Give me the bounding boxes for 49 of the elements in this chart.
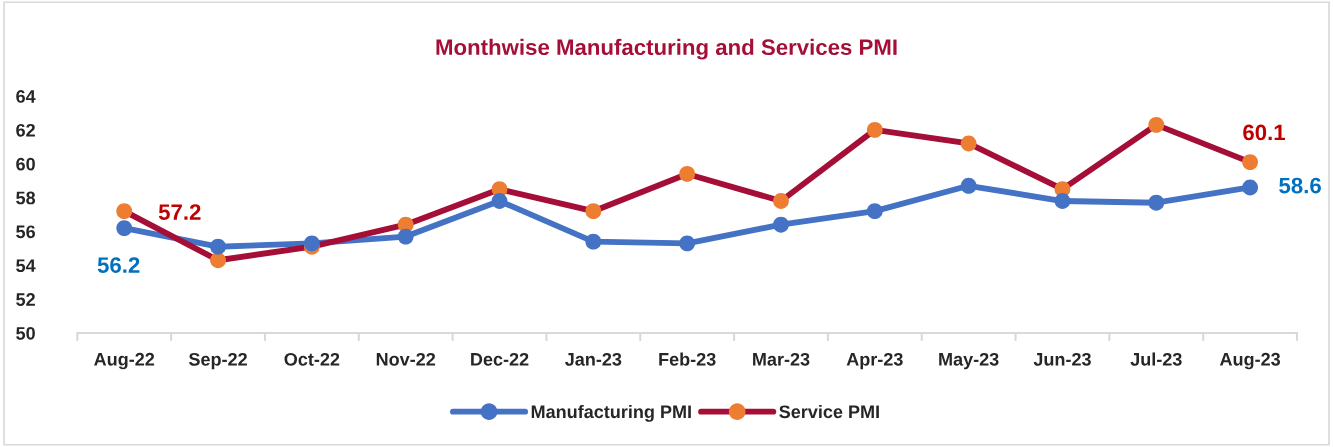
x-tick-label: Mar-23 [753, 352, 810, 366]
y-tick-label: 54 [16, 259, 36, 273]
point [1148, 194, 1165, 211]
point [866, 122, 883, 138]
x-tick-label: Sep-22 [188, 352, 247, 370]
point [960, 177, 977, 194]
x-tick-label: Nov-22 [376, 352, 436, 366]
x-tick-label: Feb-23 [659, 352, 716, 366]
x-tick-label: Jan-23 [565, 352, 622, 366]
x-tick-label: Oct-22 [284, 352, 340, 366]
point [116, 220, 133, 237]
y-tick-label: 58 [16, 191, 36, 205]
point [1148, 116, 1165, 133]
x-tick-label: Aug-23 [1219, 352, 1281, 370]
x-tick-label: Dec-22 [471, 352, 529, 366]
point [491, 193, 508, 209]
y-tick-label: 50 [16, 326, 35, 340]
point [397, 228, 414, 245]
point [866, 203, 883, 220]
data-label: 57.2 [158, 204, 201, 220]
point [116, 203, 133, 220]
x-tick-label: Jun-23 [1033, 352, 1091, 366]
point [210, 238, 226, 255]
y-tick-label: 56 [16, 225, 35, 239]
point [679, 166, 696, 182]
x-tick-label: Jul-23 [1130, 352, 1182, 366]
y-tick-label: 62 [16, 123, 35, 137]
point [1242, 154, 1259, 171]
x-tick-label: Apr-23 [846, 352, 903, 370]
point [585, 233, 602, 250]
point [960, 135, 977, 152]
point [585, 203, 602, 220]
legend-label: Service PMI [779, 404, 879, 419]
y-tick-label: 52 [16, 293, 35, 306]
legend-label: Manufacturing PMI [531, 404, 691, 422]
data-label: 58.6 [1279, 177, 1321, 194]
point [1054, 193, 1071, 209]
point [210, 252, 226, 269]
data-label: 56.2 [97, 257, 140, 273]
y-tick-label: 64 [16, 90, 36, 103]
point [1242, 179, 1259, 196]
point [679, 235, 696, 252]
y-tick-label: 60 [16, 157, 35, 171]
point [773, 193, 789, 209]
x-tick-label: May-23 [939, 352, 999, 370]
x-tick-label: Aug-22 [94, 352, 155, 370]
chart-title: Monthwise Manufacturing and Services PMI [436, 38, 897, 60]
data-label: 60.1 [1243, 124, 1285, 141]
point [773, 216, 789, 233]
